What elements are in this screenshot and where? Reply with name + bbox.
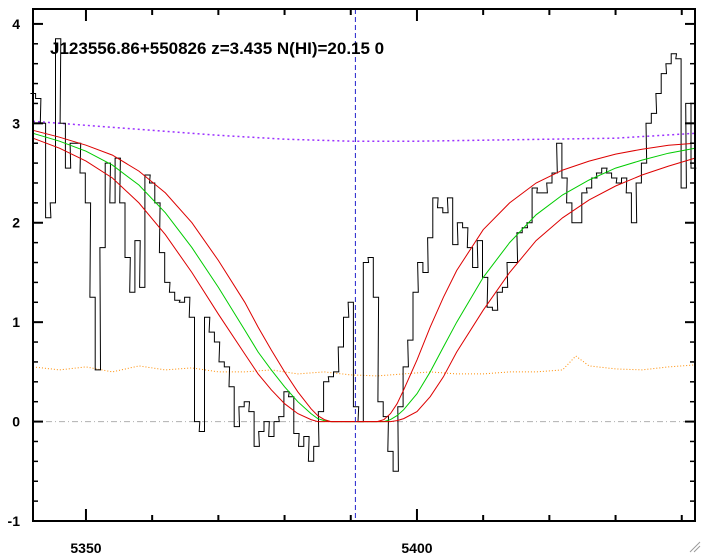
chart-axes: 5350 5400 -1 0 1 2 3 4 — [8, 8, 696, 556]
plot-frame — [32, 8, 696, 522]
y-tick-label: 1 — [12, 314, 20, 330]
chart-title: J123556.86+550826 z=3.435 N(HI)=20.15 0 — [50, 39, 384, 58]
voigt-fit-lower-line — [32, 137, 696, 423]
y-tick-label: 4 — [12, 16, 20, 32]
x-tick-label: 5400 — [401, 540, 432, 556]
y-tick-label: 3 — [12, 115, 20, 131]
x-tick-label: 5350 — [70, 540, 101, 556]
resize-grip-icon[interactable] — [689, 541, 701, 553]
chart-lines — [30, 9, 697, 521]
y-tick-label: 2 — [12, 215, 20, 231]
y-tick-label: -1 — [8, 513, 21, 529]
y-tick-label: 0 — [12, 414, 20, 430]
